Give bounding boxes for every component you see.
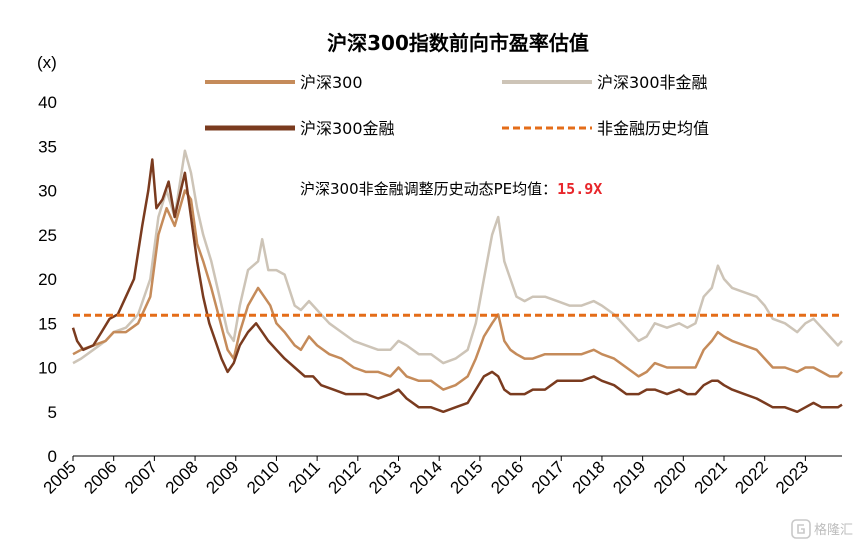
x-tick-label: 2009 xyxy=(202,457,242,497)
x-tick-label: 2011 xyxy=(285,457,324,496)
x-tick-label: 2019 xyxy=(609,457,649,497)
legend: 沪深300 沪深300非金融 沪深300金融 非金融历史均值 xyxy=(205,73,709,138)
y-tick-label: 15 xyxy=(38,314,57,333)
x-tick-label: 2015 xyxy=(447,457,487,497)
x-tick-label: 2016 xyxy=(487,457,527,497)
legend-label-hs300-nonfin: 沪深300非金融 xyxy=(597,73,708,92)
axes: 0 5 10 15 20 25 30 35 40 2005 2006 2007 2008 2009 2010… xyxy=(38,93,842,498)
watermark-text: 格隆汇 xyxy=(814,522,853,538)
watermark: 格隆汇 xyxy=(791,519,853,539)
legend-label-hs300: 沪深300 xyxy=(300,73,363,92)
y-tick-label: 30 xyxy=(38,182,57,201)
y-tick-label: 10 xyxy=(38,359,57,378)
chart-title: 沪深300指数前向市盈率估值 xyxy=(327,31,589,55)
series-hs300-line xyxy=(72,189,843,391)
pe-mean-annotation-label: 沪深300非金融调整历史动态PE均值： xyxy=(300,180,557,198)
series-hs300-nonfin-line xyxy=(72,149,843,365)
series-hs300-fin-line xyxy=(71,158,843,414)
pe-mean-annotation: 沪深300非金融调整历史动态PE均值：15.9X xyxy=(300,180,602,198)
x-tick-label: 2010 xyxy=(243,457,283,497)
x-tick-label: 2022 xyxy=(731,457,771,497)
x-tick-label: 2006 xyxy=(80,457,120,497)
y-tick-label: 40 xyxy=(38,93,57,112)
x-tick-label: 2021 xyxy=(691,457,731,497)
pe-mean-annotation-value: 15.9X xyxy=(557,180,602,198)
x-tick-label: 2013 xyxy=(365,457,405,497)
watermark-logo-icon xyxy=(791,519,811,539)
x-tick-label: 2017 xyxy=(528,457,568,497)
x-tick-label: 2023 xyxy=(772,457,812,497)
x-tick-label: 2020 xyxy=(650,457,690,497)
series xyxy=(71,149,843,414)
legend-label-hs300-fin: 沪深300金融 xyxy=(300,119,395,138)
y-tick-label: 20 xyxy=(38,270,57,289)
x-tick-label: 2012 xyxy=(324,457,364,497)
y-tick-label: 0 xyxy=(48,447,57,466)
legend-label-hist-mean: 非金融历史均值 xyxy=(597,119,709,138)
y-axis-unit: (x) xyxy=(37,53,57,72)
y-tick-label: 35 xyxy=(38,137,57,156)
y-tick-label: 25 xyxy=(38,226,57,245)
x-tick-label: 2007 xyxy=(121,457,161,497)
x-tick-label: 2018 xyxy=(569,457,609,497)
watermark-logo-mark xyxy=(797,524,805,534)
x-tick-label: 2005 xyxy=(40,457,80,497)
x-tick-label: 2014 xyxy=(406,457,446,497)
y-tick-label: 5 xyxy=(48,403,57,422)
x-tick-label: 2008 xyxy=(162,457,202,497)
